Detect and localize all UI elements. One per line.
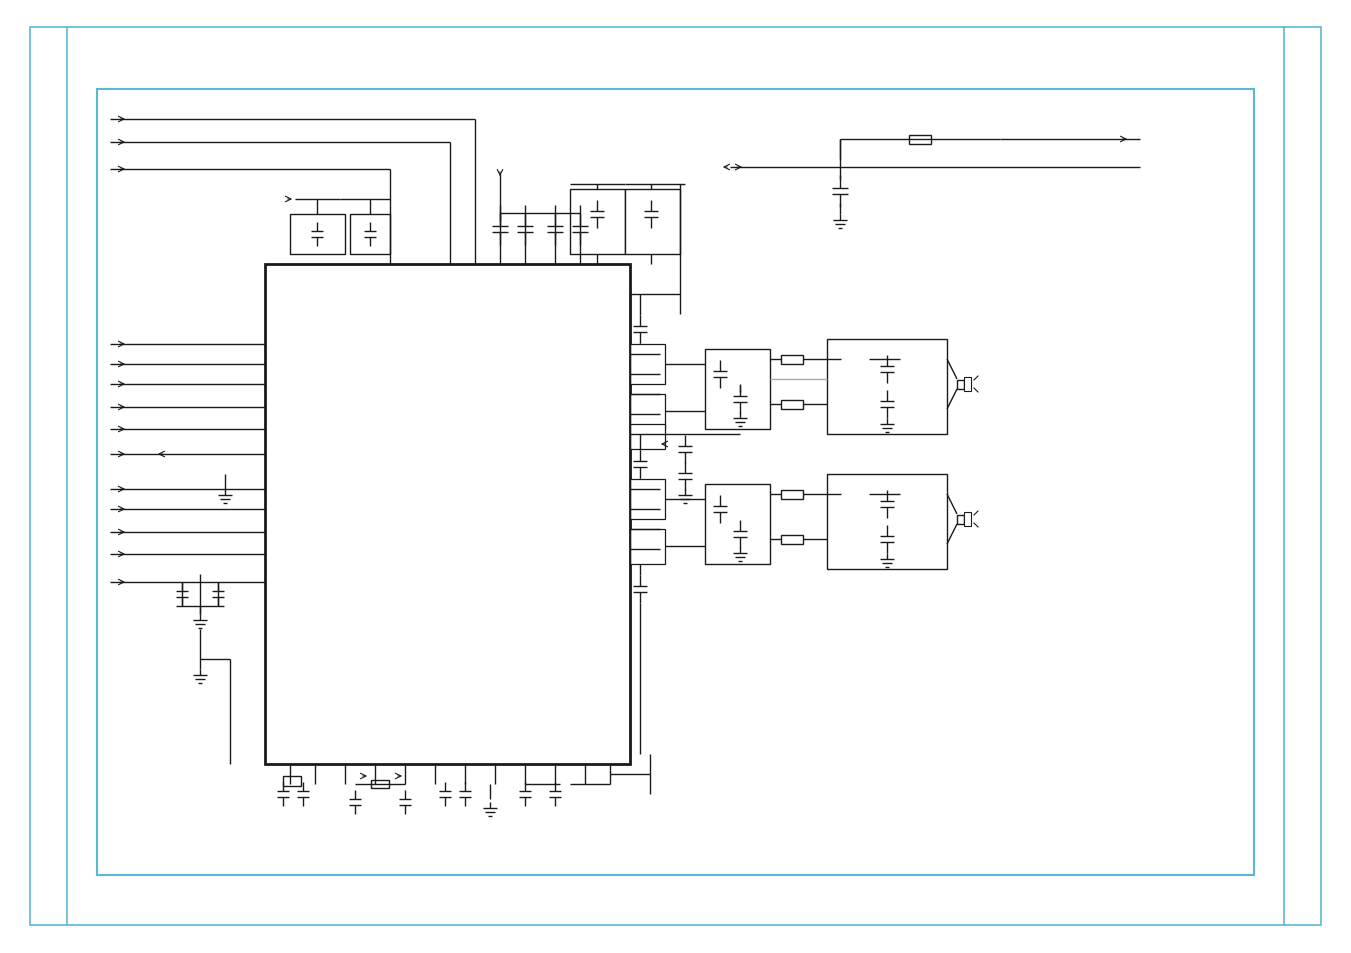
Bar (781, 355, 802, 365)
Bar (957, 516, 965, 524)
Bar (781, 536, 802, 544)
Polygon shape (965, 513, 971, 526)
Bar (957, 380, 965, 390)
Bar (842, 354, 869, 366)
Bar (705, 484, 770, 564)
Bar (630, 479, 665, 519)
Bar (626, 190, 680, 254)
Bar (827, 475, 947, 569)
Bar (781, 491, 802, 499)
Bar (630, 345, 665, 385)
Bar (290, 214, 345, 254)
Bar (705, 350, 770, 430)
Bar (842, 489, 869, 500)
Polygon shape (965, 377, 971, 392)
Bar (827, 339, 947, 435)
Bar (350, 214, 390, 254)
Bar (630, 424, 665, 450)
Bar (630, 530, 665, 564)
Bar (909, 136, 931, 145)
Bar (372, 781, 389, 788)
Bar (781, 400, 802, 410)
Bar (282, 776, 301, 786)
Bar (265, 265, 630, 764)
Bar (570, 190, 626, 254)
Bar (630, 395, 665, 430)
Bar (97, 90, 1254, 875)
